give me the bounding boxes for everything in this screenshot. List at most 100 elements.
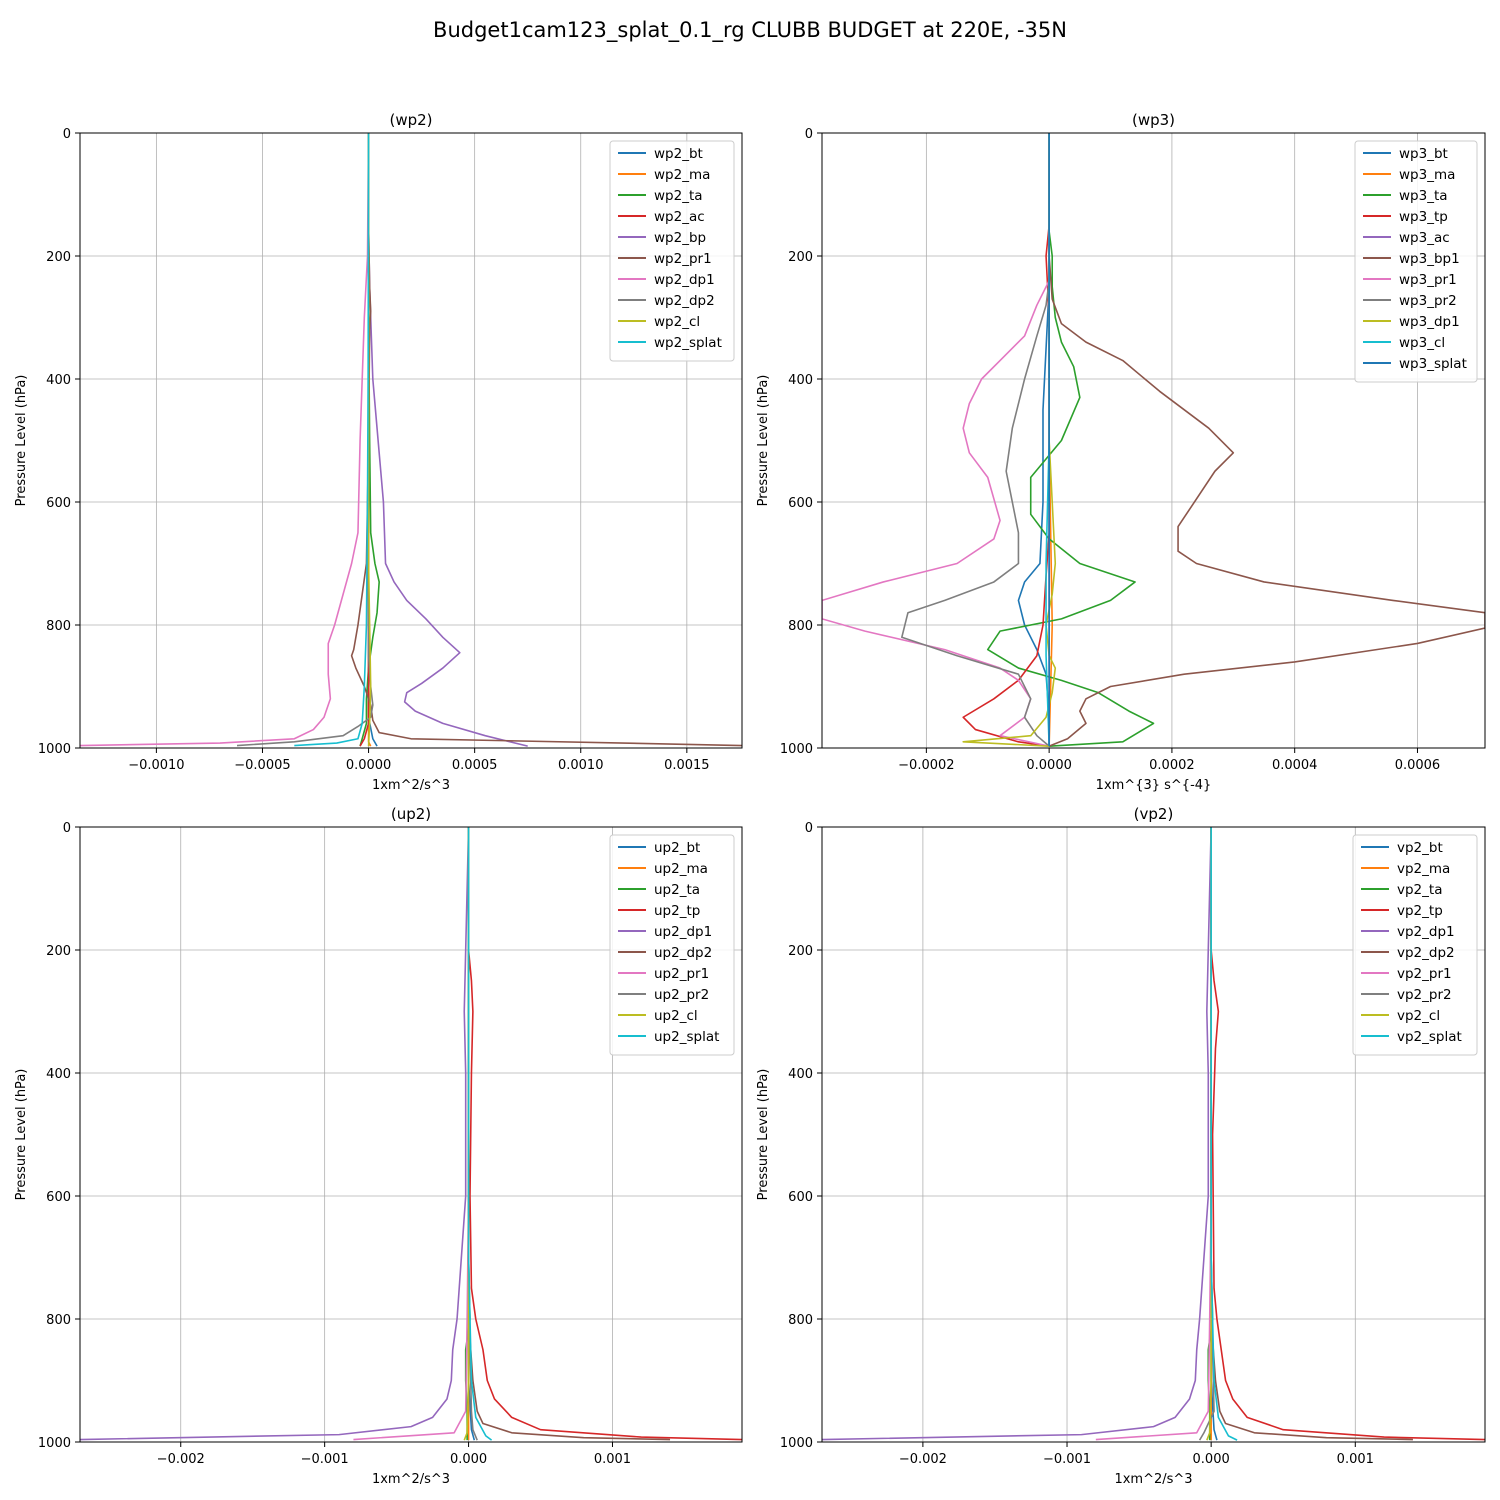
- y-tick-label: 600: [46, 496, 71, 511]
- legend-entry: up2_bt: [654, 840, 700, 856]
- series-line-vp2_dp1: [822, 827, 1212, 1441]
- y-tick-label: 200: [46, 250, 71, 265]
- panel-title: (wp3): [1132, 111, 1175, 129]
- y-tick-label: 800: [788, 1313, 813, 1328]
- x-axis-label: 1xm^2/s^3: [372, 1472, 450, 1487]
- legend-entry: vp2_dp2: [1397, 945, 1455, 961]
- y-axis-label: Pressure Level (hPa): [756, 1069, 771, 1201]
- y-tick-label: 0: [805, 821, 813, 836]
- legend-entry: up2_tp: [654, 903, 700, 919]
- legend-entry: up2_dp1: [654, 924, 712, 940]
- y-tick-label: 600: [788, 1190, 813, 1205]
- legend-entry: wp3_bt: [1399, 146, 1448, 162]
- legend-entry: up2_dp2: [654, 945, 712, 961]
- legend: wp2_bt wp2_ma wp2_ta wp2_ac wp2_bp wp2_pr1 wp2…: [609, 140, 735, 362]
- x-tick-label: 0.000: [1193, 1452, 1230, 1467]
- panel-title: (wp2): [389, 111, 432, 129]
- y-tick-label: 800: [46, 619, 71, 634]
- legend-entry: wp2_ac: [654, 209, 705, 225]
- legend-entry: up2_splat: [654, 1029, 719, 1045]
- y-tick-label: 0: [805, 127, 813, 142]
- series-line-up2_splat: [467, 827, 493, 1441]
- series-lines: [80, 133, 742, 747]
- axes-frame: [79, 132, 743, 749]
- series-line-wp2_dp1: [80, 133, 370, 747]
- x-tick-label: −0.001: [301, 1452, 349, 1467]
- series-line-wp3_pr2: [901, 133, 1050, 747]
- legend-entry: wp3_ac: [1399, 230, 1450, 246]
- legend-entry: wp2_bt: [654, 146, 703, 162]
- y-tick-label: 400: [788, 1067, 813, 1082]
- legend-entry: wp2_pr1: [654, 251, 712, 267]
- series-line-wp2_splat: [294, 133, 370, 747]
- y-tick-label: 200: [46, 944, 71, 959]
- panel-wp2: −0.0010 −0.0005 0.0000 0.0005 0.0010 0.0015 0 2…: [14, 111, 743, 793]
- x-tick-label: −0.002: [157, 1452, 205, 1467]
- legend-entry: up2_ta: [654, 882, 700, 898]
- x-tick-label: 0.0002: [1149, 758, 1195, 773]
- legend: vp2_bt vp2_ma vp2_ta vp2_tp vp2_dp1 vp2_dp2vp…: [1352, 834, 1478, 1056]
- legend-entry: vp2_ma: [1397, 861, 1450, 877]
- legend-entry: wp2_bp: [654, 230, 706, 246]
- legend-entry: wp2_ta: [654, 188, 703, 204]
- x-tick-label: 0.0000: [1026, 758, 1072, 773]
- panel-up2: −0.002 −0.001 0.000 0.001 0 200 400 600 800 1000 (…: [14, 805, 743, 1487]
- x-tick-label: 0.000: [450, 1452, 487, 1467]
- legend-entry: up2_pr1: [654, 966, 709, 982]
- legend-entry: vp2_dp1: [1397, 924, 1455, 940]
- y-axis-label: Pressure Level (hPa): [14, 375, 29, 507]
- legend-entry: vp2_pr1: [1397, 966, 1452, 982]
- legend-entry: wp2_splat: [654, 335, 722, 351]
- x-tick-label: 0.0006: [1395, 758, 1441, 773]
- panel-vp2: −0.002 −0.001 0.000 0.001 0 200 400 600 800 1000 (…: [756, 805, 1486, 1487]
- x-tick-label: 0.0004: [1272, 758, 1318, 773]
- legend: up2_bt up2_ma up2_ta up2_tp up2_dp1 up2_dp2up…: [609, 834, 735, 1056]
- legend-entry: wp3_tp: [1399, 209, 1448, 225]
- y-tick-label: 400: [788, 373, 813, 388]
- x-tick-label: 0.0000: [346, 758, 392, 773]
- y-tick-label: 0: [63, 821, 71, 836]
- series-line-vp2_splat: [1210, 827, 1238, 1441]
- y-tick-label: 1000: [780, 742, 813, 757]
- legend-entry: wp2_ma: [654, 167, 710, 183]
- legend-entry: up2_pr2: [654, 987, 709, 1003]
- legend-entry: wp3_ta: [1399, 188, 1448, 204]
- legend-entry: wp3_cl: [1399, 335, 1445, 351]
- y-axis-label: Pressure Level (hPa): [756, 375, 771, 507]
- series-line-wp2_cl: [367, 133, 372, 747]
- series-line-wp3_dp1: [962, 133, 1057, 747]
- legend-entry: wp3_pr1: [1399, 272, 1457, 288]
- legend-entry: wp2_dp1: [654, 272, 715, 288]
- y-tick-label: 800: [788, 619, 813, 634]
- y-tick-label: 400: [46, 373, 71, 388]
- x-axis-label: 1xm^2/s^3: [1114, 1472, 1192, 1487]
- legend-entry: wp2_dp2: [654, 293, 715, 309]
- x-tick-label: 0.001: [594, 1452, 631, 1467]
- legend-entry: wp3_pr2: [1399, 293, 1457, 309]
- x-tick-label: 0.001: [1337, 1452, 1374, 1467]
- legend-entry: wp3_splat: [1399, 356, 1467, 372]
- series-line-wp3_tp: [962, 133, 1050, 747]
- legend: wp3_bt wp3_ma wp3_ta wp3_tp wp3_ac wp3_bp1 wp3…: [1354, 140, 1478, 383]
- y-axis-label: Pressure Level (hPa): [14, 1069, 29, 1201]
- x-axis-label: 1xm^2/s^3: [372, 778, 450, 793]
- series-lines: [822, 133, 1485, 747]
- y-tick-label: 0: [63, 127, 71, 142]
- x-tick-label: 0.0015: [664, 758, 710, 773]
- x-tick-label: −0.001: [1043, 1452, 1091, 1467]
- legend-entry: vp2_ta: [1397, 882, 1442, 898]
- y-tick-label: 1000: [780, 1436, 813, 1451]
- x-axis-label: 1xm^{3} s^{-4}: [1096, 778, 1212, 793]
- x-tick-label: 0.0010: [558, 758, 604, 773]
- figure-title: Budget1cam123_splat_0.1_rg CLUBB BUDGET …: [433, 18, 1067, 43]
- legend-entry: wp3_ma: [1399, 167, 1455, 183]
- x-tick-label: −0.0005: [234, 758, 290, 773]
- legend-entry: vp2_tp: [1397, 903, 1443, 919]
- axes-frame: [821, 132, 1486, 749]
- legend-entry: wp2_cl: [654, 314, 700, 330]
- series-line-wp3_pr1: [822, 133, 1050, 747]
- series-line-vp2_tp: [1210, 827, 1485, 1441]
- legend-entry: up2_cl: [654, 1008, 698, 1024]
